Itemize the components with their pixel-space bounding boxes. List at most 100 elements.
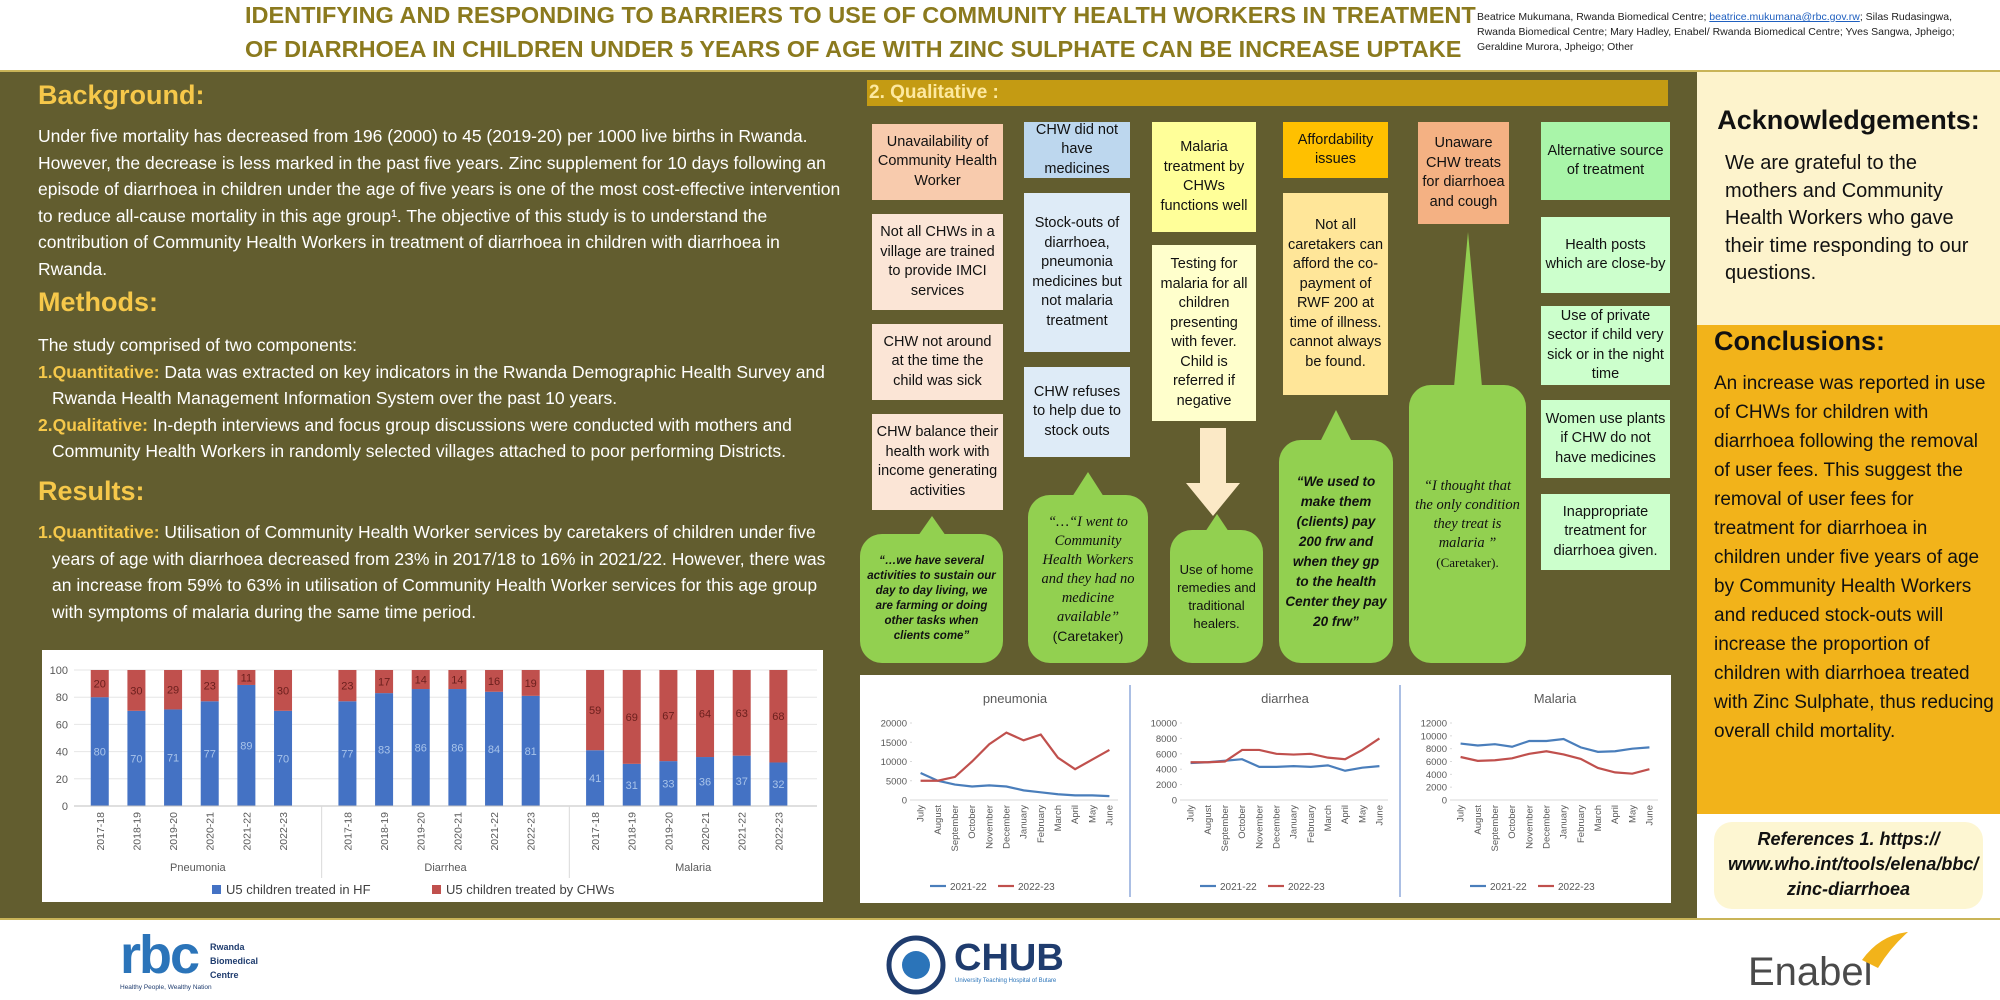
data-label: 59: [589, 705, 601, 717]
chub-subtitle: University Teaching Hospital of Butare: [955, 978, 1057, 984]
y-tick-label: 4000: [1426, 770, 1447, 781]
results-item: 1.Quantitative: Utilisation of Community…: [38, 519, 848, 625]
x-tick-label: December: [1271, 805, 1282, 849]
bar-segment: [659, 761, 678, 806]
bar-chart: 0 20 40 60 80 100 80 20 2017-18 70 30 2018-19 71 29 20…: [42, 650, 823, 902]
legend-swatch: [212, 885, 221, 894]
quote-source: (Caretaker): [1052, 627, 1124, 644]
rbc-logo: rbc: [120, 925, 200, 985]
enabel-swoosh: [1862, 932, 1908, 968]
y-tick-label: 10000: [1151, 719, 1177, 730]
x-tick-label: June: [1104, 805, 1115, 826]
bar-segment: [485, 691, 504, 806]
barrier-box: CHW refuses to help due to stock outs: [1024, 367, 1130, 457]
data-label: 70: [277, 753, 289, 765]
methods-intro: The study comprised of two components:: [38, 335, 358, 355]
acknowledgements-panel: [1697, 72, 2000, 325]
data-label: 64: [699, 709, 711, 721]
bar-segment: [622, 670, 641, 764]
x-tick-label: 2019-20: [168, 812, 180, 851]
bar-segment: [448, 689, 467, 806]
quote-bubble: “We used to make them (clients) pay 200 …: [1279, 440, 1393, 663]
alternative-box: Inappropriate treatment for diarrhoea gi…: [1541, 494, 1670, 570]
x-tick-label: November: [1524, 805, 1535, 849]
bar-segment: [274, 710, 293, 806]
x-tick-label: 2019-20: [663, 812, 675, 851]
bar-segment: [375, 670, 394, 694]
methods-block: The study comprised of two components: 1…: [38, 332, 848, 465]
data-label: 16: [488, 676, 500, 688]
item-text: In-depth interviews and focus group disc…: [52, 414, 792, 462]
y-tick-label: 6000: [1426, 757, 1447, 768]
section-heading: Results:: [38, 476, 145, 506]
data-label: 71: [167, 753, 179, 765]
bar-segment: [586, 750, 605, 806]
x-tick-label: September: [1220, 805, 1231, 851]
data-label: 80: [94, 747, 106, 759]
section-heading: Background:: [38, 80, 205, 110]
data-label: 86: [415, 743, 427, 755]
bar-segment: [164, 709, 183, 806]
x-tick-label: October: [967, 805, 978, 839]
chub-emblem: [886, 935, 946, 995]
chart-title: Malaria: [1534, 691, 1577, 706]
x-tick-label: 2019-20: [416, 812, 428, 851]
x-tick-label: April: [1070, 805, 1081, 824]
bar-segment: [732, 670, 751, 756]
series-line: [920, 772, 1110, 798]
y-tick-label: 8000: [1156, 734, 1177, 745]
legend-label: 2021-22: [1490, 882, 1527, 893]
series-line: [920, 731, 1110, 782]
y-tick-label: 6000: [1156, 749, 1177, 760]
bar-segment: [375, 693, 394, 806]
series-line: [1460, 737, 1650, 753]
y-tick-label: 2000: [1156, 780, 1177, 791]
bar-segment: [411, 670, 430, 690]
title-line: IDENTIFYING AND RESPONDING TO BARRIERS T…: [245, 2, 1476, 28]
x-tick-label: November: [984, 805, 995, 849]
barrier-box: Unavailability of Community Health Worke…: [872, 124, 1003, 200]
y-tick-label: 100: [50, 665, 68, 677]
data-label: 84: [488, 744, 500, 756]
quote-text: “I thought that the only condition they …: [1415, 477, 1520, 551]
x-tick-label: 2022-23: [526, 812, 538, 851]
x-tick-label: February: [1576, 805, 1587, 843]
bar-segment: [659, 670, 678, 762]
bar-segment: [521, 695, 540, 806]
bar-segment: [237, 670, 256, 685]
bar-segment: [164, 670, 183, 710]
quote-text: “…we have several activities to sustain …: [867, 554, 996, 642]
y-tick-label: 80: [56, 692, 68, 704]
barrier-box: Not all CHWs in a village are trained to…: [872, 214, 1003, 310]
bar-segment: [274, 670, 293, 711]
rbc-tagline: Healthy People, Wealthy Nation: [120, 984, 212, 991]
email-link[interactable]: beatrice.mukumana@rbc.gov.rw: [1709, 11, 1860, 23]
x-tick-label: October: [1507, 805, 1518, 839]
alternative-box: Use of private sector if child very sick…: [1541, 306, 1670, 385]
bar-segment: [622, 763, 641, 806]
legend-label: U5 children treated by CHWs: [446, 882, 615, 897]
x-tick-label: February: [1036, 805, 1047, 843]
data-label: 83: [378, 745, 390, 757]
y-tick-label: 0: [1172, 796, 1177, 807]
group-label: Diarrhea: [424, 862, 467, 874]
bar-segment: [90, 670, 109, 698]
x-tick-label: July: [916, 805, 927, 822]
y-tick-label: 20000: [881, 719, 907, 730]
group-label: Pneumonia: [170, 862, 227, 874]
data-label: 32: [772, 779, 784, 791]
x-tick-label: April: [1340, 805, 1351, 824]
methods-item: 1.Quantitative: Data was extracted on ke…: [38, 359, 848, 412]
data-label: 89: [240, 740, 252, 752]
bar-segment: [237, 684, 256, 806]
data-label: 20: [94, 679, 106, 691]
data-label: 67: [662, 711, 674, 723]
x-tick-label: 2017-18: [590, 812, 602, 851]
bar-segment: [485, 670, 504, 692]
x-tick-label: 2018-19: [131, 812, 143, 851]
y-tick-label: 0: [902, 796, 907, 807]
y-tick-label: 40: [56, 747, 68, 759]
data-label: 69: [626, 712, 638, 724]
x-tick-label: September: [1490, 805, 1501, 851]
